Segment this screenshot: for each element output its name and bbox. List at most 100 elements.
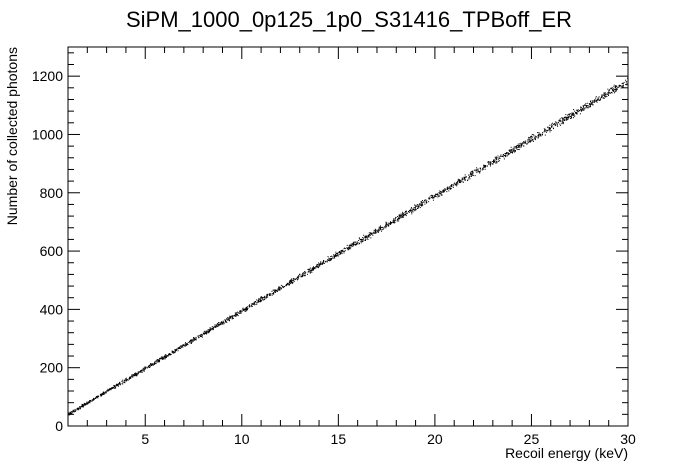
data-point	[420, 204, 422, 206]
data-point	[180, 347, 182, 349]
data-point	[358, 240, 360, 242]
data-point	[463, 178, 465, 180]
data-point	[410, 209, 412, 211]
data-point	[220, 322, 222, 324]
data-point	[373, 229, 375, 231]
data-point	[503, 154, 505, 156]
data-point	[616, 85, 618, 87]
data-point	[114, 385, 116, 387]
data-point	[605, 95, 607, 97]
data-point	[495, 157, 497, 159]
data-point	[446, 187, 448, 189]
data-point	[71, 411, 73, 412]
data-point	[239, 311, 241, 313]
data-point	[370, 237, 372, 239]
data-point	[185, 342, 187, 344]
data-point	[240, 310, 242, 312]
data-point	[531, 136, 533, 138]
data-point	[140, 370, 142, 372]
data-point	[156, 359, 158, 361]
data-point	[161, 357, 163, 359]
data-point	[512, 152, 514, 154]
data-point	[308, 271, 310, 273]
data-point	[601, 94, 603, 96]
data-point	[143, 367, 145, 369]
data-point	[484, 165, 486, 167]
data-point	[278, 288, 280, 290]
data-point	[581, 108, 583, 110]
data-point	[273, 291, 275, 293]
data-point	[534, 138, 536, 140]
data-point	[416, 208, 418, 209]
data-point	[476, 169, 478, 171]
data-point	[432, 195, 434, 197]
data-point	[285, 284, 287, 286]
data-point	[297, 276, 299, 278]
data-point	[374, 231, 376, 233]
data-point	[405, 213, 407, 215]
data-point	[429, 196, 431, 198]
data-point	[272, 289, 274, 291]
data-point	[122, 383, 124, 385]
data-point	[90, 400, 92, 402]
data-point	[405, 211, 407, 213]
data-point	[599, 97, 601, 99]
data-point	[564, 117, 566, 119]
y-tick-label: 800	[40, 185, 64, 201]
data-point	[179, 347, 181, 349]
data-point	[477, 170, 479, 172]
data-point	[509, 149, 511, 151]
data-point	[413, 207, 415, 209]
data-point	[531, 136, 533, 138]
data-point	[449, 188, 451, 190]
data-point	[622, 86, 624, 88]
data-point	[439, 191, 441, 193]
data-point	[507, 154, 509, 156]
data-point	[82, 406, 84, 408]
data-point	[157, 359, 159, 361]
data-point	[458, 180, 460, 182]
data-point	[214, 325, 216, 327]
data-point	[78, 408, 80, 410]
data-point	[497, 160, 499, 162]
data-point	[224, 319, 226, 321]
data-point	[435, 193, 437, 195]
data-point	[246, 307, 248, 309]
data-point	[223, 323, 225, 325]
data-point	[204, 331, 206, 333]
data-point	[181, 346, 183, 348]
data-point	[300, 274, 302, 276]
data-point	[479, 170, 481, 172]
data-point	[622, 85, 624, 87]
data-point	[414, 207, 416, 209]
data-point	[242, 307, 244, 309]
data-point	[241, 309, 243, 311]
data-point	[483, 166, 485, 168]
data-point	[328, 259, 330, 261]
data-point	[288, 284, 290, 286]
data-point	[349, 246, 351, 248]
data-point	[310, 271, 312, 273]
data-point	[515, 145, 517, 147]
data-point	[513, 149, 515, 151]
data-point	[570, 117, 572, 119]
data-point	[242, 308, 244, 310]
data-point	[545, 131, 547, 133]
data-point	[83, 405, 85, 407]
data-point	[503, 156, 505, 158]
data-point	[534, 139, 536, 141]
data-point	[119, 382, 121, 384]
data-point	[340, 252, 342, 254]
data-point	[123, 381, 125, 383]
data-point	[433, 197, 435, 199]
data-point	[148, 366, 150, 368]
data-point	[75, 409, 77, 411]
data-point	[97, 395, 99, 397]
data-point	[240, 311, 242, 313]
data-point	[93, 399, 95, 401]
data-point	[357, 243, 359, 245]
data-point	[83, 404, 85, 406]
data-point	[469, 174, 471, 176]
data-point	[398, 216, 400, 218]
data-point	[71, 412, 73, 414]
